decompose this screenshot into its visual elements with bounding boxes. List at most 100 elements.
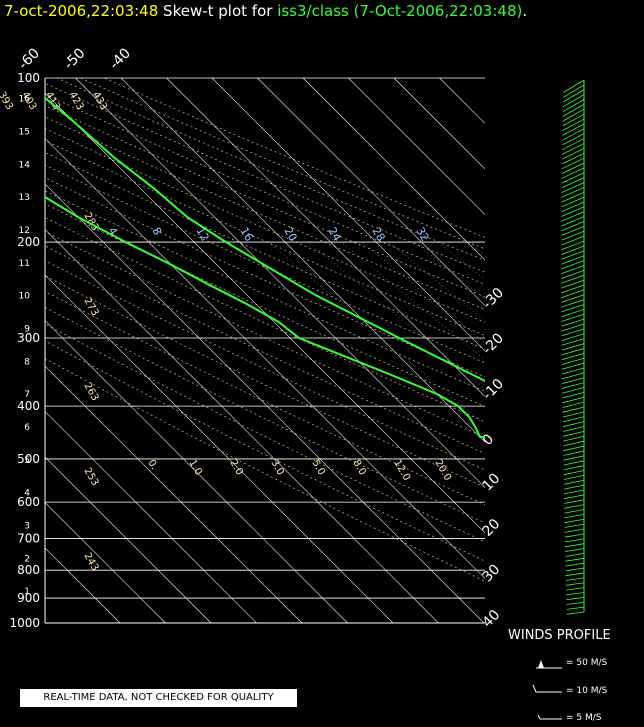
temperature-top-label: -60 bbox=[16, 45, 43, 72]
pressure-tick-label: 300 bbox=[17, 331, 40, 345]
temperature-right-label: 30 bbox=[480, 561, 504, 585]
wind-barb bbox=[561, 279, 585, 289]
mixing-ratio-label-lower: 2.0 bbox=[227, 458, 244, 477]
dry-adiabat bbox=[45, 164, 485, 364]
mixing-ratio-label: 16 bbox=[237, 225, 255, 244]
wind-barb bbox=[563, 435, 585, 442]
height-tick-label: 12 bbox=[19, 226, 30, 236]
temperature-top-label: -50 bbox=[61, 45, 88, 72]
wind-barb bbox=[561, 377, 585, 385]
dry-adiabat bbox=[45, 203, 485, 407]
mixing-ratio-line bbox=[308, 241, 485, 390]
adiabat-label: 393 bbox=[0, 90, 15, 112]
wind-barb bbox=[561, 230, 585, 241]
wind-barb bbox=[563, 489, 585, 495]
wind-barb bbox=[565, 567, 585, 572]
height-tick-label: 11 bbox=[19, 259, 30, 269]
temperature-right-label: 0 bbox=[480, 431, 498, 449]
wind-barb bbox=[561, 167, 585, 179]
winds-profile-label: WINDS PROFILE bbox=[508, 628, 611, 643]
temperature-right-label: 40 bbox=[480, 607, 504, 631]
dry-adiabat bbox=[45, 177, 485, 378]
wind-barb bbox=[564, 528, 585, 533]
height-tick-label: 8 bbox=[24, 357, 30, 367]
mixing-ratio-label-lower: 20.0 bbox=[432, 458, 453, 483]
wind-barb bbox=[563, 474, 585, 480]
wind-barb bbox=[561, 289, 585, 299]
dry-adiabat bbox=[45, 231, 485, 438]
height-tick-label: 2 bbox=[24, 554, 30, 564]
wind-barb bbox=[561, 367, 585, 375]
axis-labels: 1002003004005006007008009001000123456789… bbox=[0, 45, 507, 631]
wind-barb bbox=[563, 460, 585, 466]
isobars bbox=[45, 77, 485, 624]
wind-barb bbox=[561, 333, 585, 341]
wind-barb bbox=[563, 450, 585, 456]
wind-barb bbox=[561, 323, 585, 332]
wind-barb bbox=[562, 104, 585, 117]
plot-frame bbox=[44, 78, 485, 624]
height-tick-label: 13 bbox=[19, 193, 30, 203]
wind-barb bbox=[561, 382, 585, 389]
legend-tick-5 bbox=[537, 714, 541, 720]
temperature-right-label: 20 bbox=[480, 516, 504, 540]
mixing-ratio-label: 28 bbox=[369, 225, 387, 244]
wind-barb bbox=[561, 177, 585, 189]
temperature-top-label: -40 bbox=[107, 45, 134, 72]
wind-barb bbox=[561, 387, 585, 394]
wind-barb bbox=[565, 577, 585, 581]
isotherm-line bbox=[45, 138, 485, 579]
mixing-ratio-line bbox=[414, 241, 485, 300]
mixing-ratio-label-lower: 8.0 bbox=[350, 458, 367, 477]
isotherm-line bbox=[45, 274, 394, 623]
isotherm-line bbox=[75, 78, 485, 488]
mixing-ratio-label: 24 bbox=[325, 225, 343, 244]
isotherm-line bbox=[393, 78, 485, 170]
mixing-ratio-label: 8 bbox=[149, 225, 164, 238]
wind-barb bbox=[561, 157, 585, 170]
wind-barb bbox=[562, 108, 585, 122]
wind-barb bbox=[566, 592, 585, 596]
isotherm-line bbox=[302, 78, 485, 261]
wind-barb bbox=[561, 255, 585, 265]
wind-barb bbox=[565, 582, 585, 586]
wind-barb bbox=[565, 557, 585, 562]
adiabat-left-label: 253 bbox=[81, 466, 100, 488]
wind-barb bbox=[563, 79, 585, 93]
wind-barb bbox=[561, 250, 585, 260]
wind-barb bbox=[561, 362, 585, 370]
isotherm-line bbox=[45, 183, 485, 623]
dry-adiabat bbox=[45, 340, 485, 562]
mixing-ratio-label-lower: 12.0 bbox=[391, 458, 412, 483]
height-tick-label: 10 bbox=[19, 292, 31, 302]
height-tick-label: 3 bbox=[24, 522, 30, 532]
isotherm-line bbox=[166, 78, 485, 397]
dry-adiabat bbox=[80, 78, 485, 250]
legend-50-label: = 50 M/S bbox=[566, 658, 608, 668]
wind-barb bbox=[561, 284, 585, 294]
height-tick-label: 14 bbox=[19, 160, 31, 170]
wind-barb bbox=[561, 216, 585, 227]
wind-barb bbox=[561, 182, 585, 193]
wind-barb bbox=[561, 196, 585, 208]
wind-barb bbox=[563, 455, 585, 461]
wind-barb bbox=[564, 499, 585, 504]
wind-barb bbox=[563, 84, 585, 98]
wind-barb bbox=[561, 309, 585, 318]
wind-barb bbox=[561, 328, 585, 337]
wind-barb bbox=[561, 152, 585, 165]
wind-barb bbox=[562, 133, 585, 146]
dry-adiabat bbox=[45, 152, 485, 350]
isotherm-line bbox=[348, 78, 485, 215]
wind-barb bbox=[562, 128, 585, 141]
wind-barb bbox=[562, 421, 585, 428]
wind-barb bbox=[561, 260, 585, 270]
dry-adiabat bbox=[45, 358, 485, 582]
isotherm-line bbox=[484, 78, 485, 79]
wind-barb bbox=[561, 221, 585, 232]
dry-adiabat bbox=[45, 260, 485, 471]
wind-barb bbox=[562, 113, 585, 127]
pressure-tick-label: 1000 bbox=[9, 616, 40, 630]
wind-barb bbox=[561, 299, 585, 308]
wind-barb bbox=[562, 426, 585, 432]
